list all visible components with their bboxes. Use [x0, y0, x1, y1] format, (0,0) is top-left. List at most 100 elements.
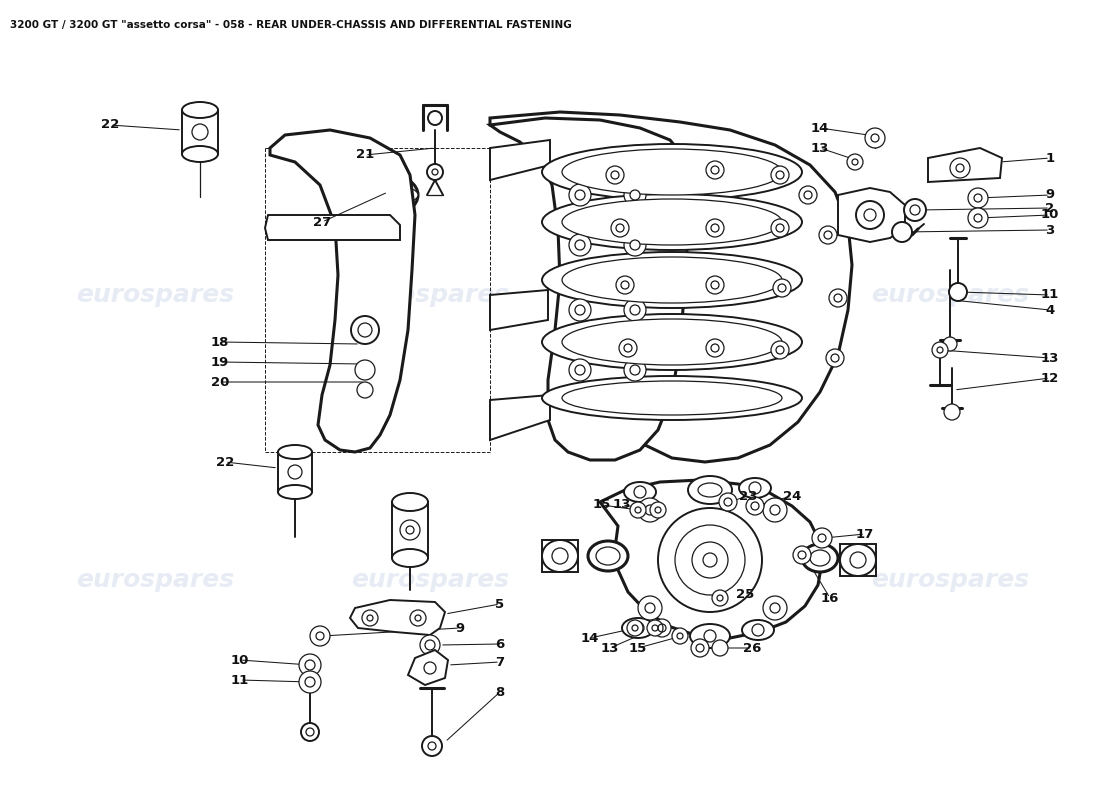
Ellipse shape — [542, 314, 802, 370]
Circle shape — [847, 154, 864, 170]
Ellipse shape — [698, 483, 722, 497]
Text: 18: 18 — [211, 335, 229, 349]
Polygon shape — [270, 130, 415, 452]
Circle shape — [400, 520, 420, 540]
Text: eurospares: eurospares — [620, 283, 779, 307]
Ellipse shape — [562, 319, 782, 365]
Text: 19: 19 — [211, 355, 229, 369]
Ellipse shape — [810, 550, 830, 566]
Bar — [278, 452, 312, 492]
Circle shape — [630, 305, 640, 315]
Text: 13: 13 — [1041, 351, 1059, 365]
Text: 13: 13 — [601, 642, 619, 654]
Polygon shape — [600, 480, 822, 638]
Circle shape — [575, 305, 585, 315]
Circle shape — [776, 224, 784, 232]
Circle shape — [610, 219, 629, 237]
Circle shape — [824, 231, 832, 239]
Text: 14: 14 — [811, 122, 829, 134]
Ellipse shape — [596, 547, 620, 565]
Bar — [392, 502, 428, 558]
Ellipse shape — [690, 624, 730, 648]
Text: 12: 12 — [1041, 371, 1059, 385]
Circle shape — [610, 171, 619, 179]
Text: 7: 7 — [495, 655, 505, 669]
Circle shape — [632, 622, 644, 634]
Circle shape — [638, 498, 662, 522]
Circle shape — [763, 596, 786, 620]
Circle shape — [627, 620, 644, 636]
Circle shape — [621, 281, 629, 289]
Circle shape — [672, 628, 688, 644]
Circle shape — [856, 201, 884, 229]
Text: 8: 8 — [495, 686, 505, 698]
Circle shape — [192, 124, 208, 140]
Bar — [182, 110, 218, 154]
Circle shape — [569, 184, 591, 206]
Circle shape — [956, 164, 964, 172]
Circle shape — [932, 342, 948, 358]
Circle shape — [624, 299, 646, 321]
Circle shape — [422, 736, 442, 756]
Circle shape — [771, 341, 789, 359]
Text: 15: 15 — [629, 642, 647, 654]
Ellipse shape — [542, 252, 802, 308]
Text: 13: 13 — [811, 142, 829, 154]
Circle shape — [711, 281, 719, 289]
Circle shape — [575, 365, 585, 375]
Polygon shape — [490, 118, 690, 460]
Circle shape — [771, 166, 789, 184]
Circle shape — [820, 226, 837, 244]
Circle shape — [773, 279, 791, 297]
Circle shape — [950, 158, 970, 178]
Text: 25: 25 — [736, 587, 755, 601]
Ellipse shape — [624, 482, 656, 502]
Circle shape — [763, 498, 786, 522]
Ellipse shape — [362, 185, 418, 205]
Circle shape — [706, 276, 724, 294]
Polygon shape — [490, 290, 548, 330]
Text: 11: 11 — [1041, 289, 1059, 302]
Circle shape — [420, 635, 440, 655]
Polygon shape — [928, 148, 1002, 182]
Circle shape — [624, 344, 632, 352]
Circle shape — [406, 526, 414, 534]
Circle shape — [711, 166, 719, 174]
Polygon shape — [542, 540, 578, 572]
Circle shape — [826, 349, 844, 367]
Polygon shape — [350, 600, 446, 635]
Circle shape — [703, 553, 717, 567]
Text: 17: 17 — [856, 527, 875, 541]
Circle shape — [904, 199, 926, 221]
Ellipse shape — [182, 146, 218, 162]
Polygon shape — [408, 650, 448, 685]
Circle shape — [830, 354, 839, 362]
Text: 2: 2 — [1045, 202, 1055, 214]
Circle shape — [746, 497, 764, 515]
Polygon shape — [490, 395, 550, 440]
Circle shape — [624, 359, 646, 381]
Circle shape — [892, 222, 912, 242]
Circle shape — [301, 723, 319, 741]
Circle shape — [645, 603, 654, 613]
Ellipse shape — [562, 149, 782, 195]
Text: 9: 9 — [1045, 189, 1055, 202]
Ellipse shape — [688, 476, 732, 504]
Text: 5: 5 — [495, 598, 505, 610]
Circle shape — [645, 505, 654, 515]
Circle shape — [776, 346, 784, 354]
Ellipse shape — [362, 175, 418, 215]
Circle shape — [638, 596, 662, 620]
Ellipse shape — [556, 270, 666, 300]
Ellipse shape — [542, 144, 802, 200]
Circle shape — [752, 624, 764, 636]
Circle shape — [427, 164, 443, 180]
Circle shape — [299, 671, 321, 693]
Ellipse shape — [621, 618, 654, 638]
Circle shape — [706, 219, 724, 237]
Circle shape — [351, 316, 380, 344]
Circle shape — [569, 234, 591, 256]
Circle shape — [771, 219, 789, 237]
Ellipse shape — [562, 381, 782, 415]
Circle shape — [362, 610, 378, 626]
